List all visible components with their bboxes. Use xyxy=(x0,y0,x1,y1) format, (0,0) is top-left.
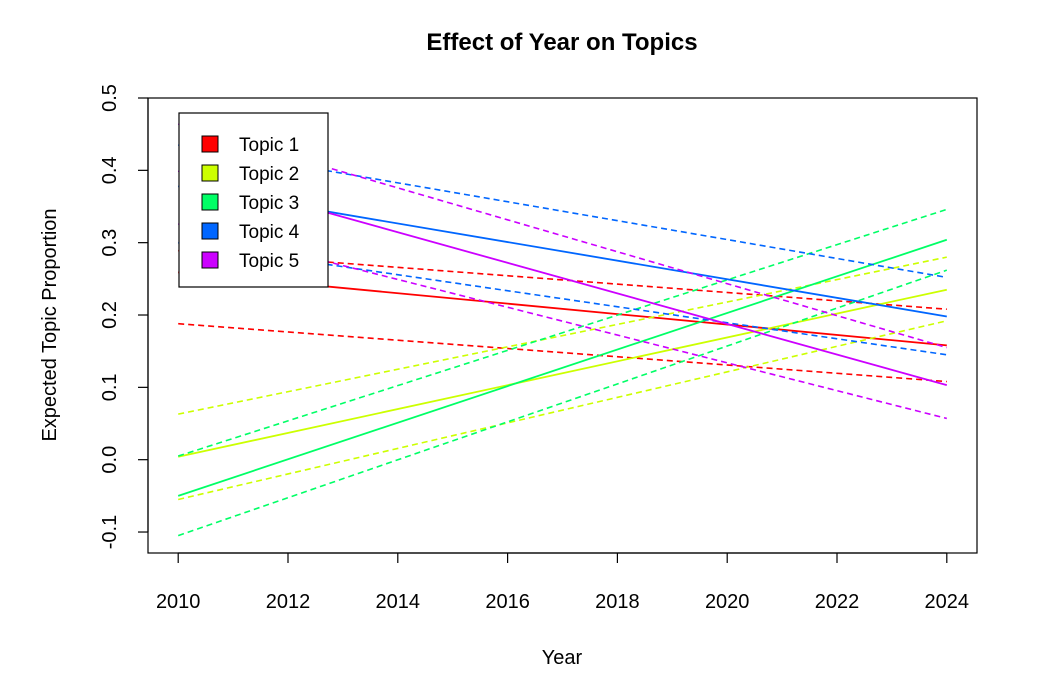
series-2 xyxy=(178,256,947,501)
x-tick-label: 2018 xyxy=(595,591,640,613)
legend-label-1: Topic 1 xyxy=(239,135,299,156)
x-axis: 2010 2012 2014 2016 2018 2020 2022 2024 xyxy=(156,552,970,613)
series-1-lower-bound xyxy=(178,322,947,383)
chart-title: Effect of Year on Topics xyxy=(426,29,697,56)
series-2-mean-line xyxy=(178,288,947,458)
legend-label-3: Topic 3 xyxy=(239,193,299,214)
series-2-lower-bound xyxy=(178,320,947,501)
x-tick-label: 2012 xyxy=(266,591,311,613)
y-tick-label: -0.1 xyxy=(99,515,121,549)
legend-swatch-5 xyxy=(201,251,219,269)
legend-swatch-1 xyxy=(201,135,219,153)
legend-swatch-2 xyxy=(201,164,219,182)
y-axis-label: Expected Topic Proportion xyxy=(39,208,61,441)
x-tick-label: 2016 xyxy=(485,591,530,613)
legend-label-5: Topic 5 xyxy=(239,251,299,272)
legend-label-4: Topic 4 xyxy=(239,222,300,243)
x-tick-label: 2024 xyxy=(925,591,970,613)
series-1-upper-bound xyxy=(178,249,947,311)
y-tick-label: 0.3 xyxy=(99,229,121,257)
y-tick-label: 0.2 xyxy=(99,301,121,329)
x-axis-label: Year xyxy=(542,647,583,669)
legend-swatch-4 xyxy=(201,222,219,240)
legend: Topic 1 Topic 2 Topic 3 Topic 4 Topic 5 xyxy=(178,112,329,288)
series-3-lower-bound xyxy=(177,269,948,537)
series-3-mean-line xyxy=(177,238,948,497)
y-tick-label: 0.4 xyxy=(99,156,121,184)
series-3 xyxy=(177,208,948,537)
legend-swatch-3 xyxy=(201,193,219,211)
y-tick-label: 0.1 xyxy=(99,373,121,401)
y-axis: -0.1 0.0 0.1 0.2 0.3 0.4 0.5 xyxy=(99,84,149,549)
x-tick-label: 2020 xyxy=(705,591,750,613)
y-tick-label: 0.0 xyxy=(99,446,121,474)
x-tick-label: 2014 xyxy=(376,591,421,613)
x-tick-label: 2010 xyxy=(156,591,201,613)
series-3-upper-bound xyxy=(177,208,948,457)
legend-label-2: Topic 2 xyxy=(239,164,299,185)
x-tick-label: 2022 xyxy=(815,591,860,613)
y-tick-label: 0.5 xyxy=(99,84,121,112)
